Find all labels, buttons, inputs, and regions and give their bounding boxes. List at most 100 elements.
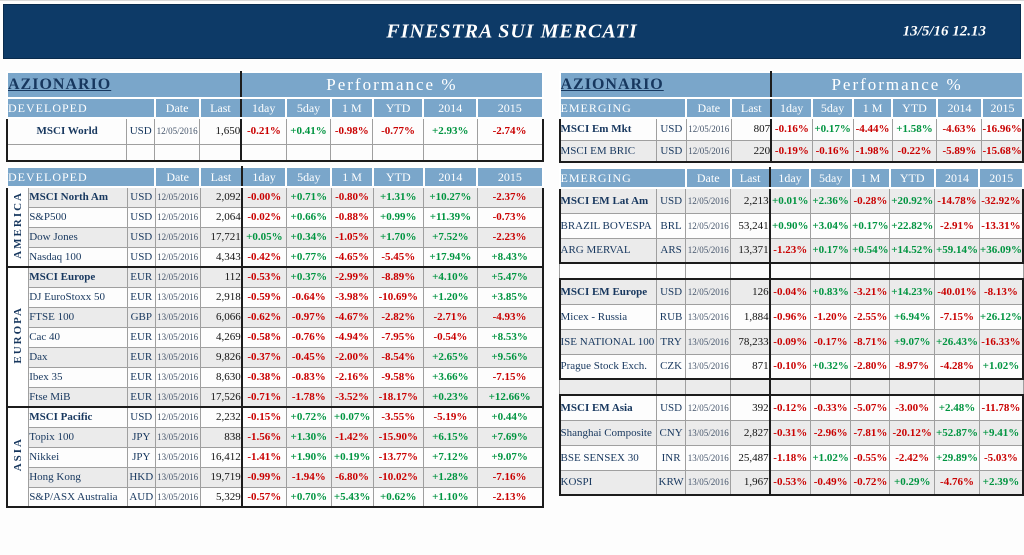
index-name: MSCI Em Mkt (559, 117, 657, 141)
perf-2014: +1.10% (423, 486, 478, 508)
spacer-cell (685, 378, 732, 396)
column-header-2014: 2014 (422, 97, 479, 119)
column-header-last: Last (730, 97, 773, 119)
column-header-1m: 1 M (329, 97, 374, 119)
perf-2015: +9.56% (476, 346, 544, 368)
perf-ytd: -9.58% (372, 366, 425, 388)
currency: RUB (655, 303, 687, 330)
spacer-cell (934, 378, 980, 396)
currency: USD (655, 394, 687, 421)
quote-date: 13/05/2016 (154, 286, 201, 308)
perf-1m: -6.80% (330, 466, 374, 488)
spacer-cell (768, 378, 811, 396)
last-value: 78,233 (730, 328, 771, 355)
last-value: 2,232 (199, 406, 243, 428)
table-row: ASIA MSCI Pacific USD 12/05/2016 2,232 -0.15%… (6, 406, 544, 508)
column-header-date: Date (684, 167, 732, 189)
perf-5day: +1.90% (285, 446, 332, 468)
quote-date: 12/05/2016 (154, 406, 201, 428)
perf-5day: -0.97% (285, 306, 332, 328)
quote-date: 13/05/2016 (154, 386, 201, 408)
perf-2015: -7.16% (476, 466, 544, 488)
currency: EUR (126, 346, 156, 368)
perf-5day: -0.33% (809, 394, 852, 421)
perf-ytd: +22.82% (889, 212, 936, 239)
spacer-cell (476, 143, 544, 162)
spacer-cell (240, 143, 287, 162)
column-header-date: Date (154, 166, 202, 188)
index-name: Nasdaq 100 (28, 246, 128, 268)
last-value: 2,213 (730, 187, 771, 214)
index-name: MSCI North Am (28, 186, 128, 208)
currency: USD (655, 117, 687, 141)
quote-date: 13/05/2016 (154, 486, 201, 508)
currency: USD (655, 187, 687, 214)
column-header-2014: 2014 (933, 167, 981, 189)
spacer-cell (154, 143, 201, 162)
perf-2014: +10.27% (423, 186, 478, 208)
perf-1m: -0.28% (850, 187, 891, 214)
perf-2015: -2.37% (476, 186, 544, 208)
column-header-2014: 2014 (935, 97, 983, 119)
index-name: MSCI World (6, 117, 128, 145)
perf-ytd: -8.97% (889, 353, 936, 380)
quote-date: 13/05/2016 (685, 328, 732, 355)
perf-1day: -0.58% (240, 326, 287, 348)
quote-date: 13/05/2016 (685, 303, 732, 330)
perf-5day: +1.30% (285, 426, 332, 448)
performance-header: Performance % (770, 71, 1024, 99)
perf-2015: -16.96% (981, 117, 1024, 141)
perf-5day: +0.32% (809, 353, 852, 380)
column-header-2015: 2015 (978, 167, 1024, 189)
group-header: EMERGING (558, 167, 687, 189)
perf-2015: +8.43% (476, 246, 544, 268)
spacer-cell (126, 143, 156, 162)
perf-1m: -4.67% (330, 306, 374, 328)
performance-header: Performance % (240, 71, 544, 99)
quote-date: 13/05/2016 (685, 419, 732, 446)
last-value: 2,827 (730, 419, 771, 446)
perf-5day: +0.17% (809, 237, 852, 264)
last-value: 17,526 (199, 386, 243, 408)
perf-5day: +0.66% (285, 206, 332, 228)
column-header-last: Last (198, 97, 243, 119)
index-name: MSCI EM BRIC (559, 139, 657, 163)
perf-2014: +1.20% (423, 286, 478, 308)
index-name: S&P500 (28, 206, 128, 228)
perf-2015: -8.13% (978, 278, 1024, 305)
table-row: MSCI EM Asia USD 12/05/2016 392 -0.12% -0.33%… (559, 394, 1024, 421)
table-row: Ftse MiB EUR 13/05/2016 17,526 -0.71% -1.78% -… (7, 386, 544, 408)
last-value: 5,329 (199, 486, 243, 508)
spacer-cell (559, 378, 657, 396)
last-value: 4,269 (199, 326, 243, 348)
group-header: EMERGING (558, 97, 688, 119)
perf-2015: -7.15% (476, 366, 544, 388)
perf-1m: +0.54% (850, 237, 891, 264)
perf-1m: -0.88% (330, 206, 374, 228)
perf-ytd: -8.89% (372, 266, 425, 288)
currency: USD (655, 139, 687, 163)
perf-5day: +1.02% (809, 444, 852, 471)
table-row: Dow Jones USD 12/05/2016 17,721 +0.05% +0.34%… (7, 226, 544, 248)
perf-5day: +0.71% (285, 186, 332, 208)
table-row: MSCI EM Europe USD 12/05/2016 126 -0.04% +0.8… (559, 278, 1024, 305)
perf-1m: -4.94% (330, 326, 374, 348)
perf-ytd: +9.07% (889, 328, 936, 355)
quote-date: 13/05/2016 (154, 346, 201, 368)
table-title: AZIONARIO (558, 71, 773, 99)
header-datetime: 13/5/16 12.13 (902, 23, 986, 39)
last-value: 9,826 (199, 346, 243, 368)
spacer-cell (559, 262, 657, 280)
column-header-1day: 1day (240, 97, 288, 119)
index-name: MSCI EM Lat Am (559, 187, 657, 214)
quote-date: 13/05/2016 (154, 366, 201, 388)
perf-1m: -3.52% (330, 386, 374, 408)
perf-ytd: +14.23% (889, 278, 936, 305)
perf-2015: -2.23% (476, 226, 544, 248)
perf-2015: -15.68% (981, 139, 1024, 163)
perf-2014: +2.93% (422, 117, 478, 145)
perf-1m: +0.19% (330, 446, 374, 468)
perf-1day: -0.02% (240, 206, 287, 228)
tables-area: AZIONARIO Performance % DEVELOPED Date Last 1… (0, 71, 1024, 508)
index-name: ISE NATIONAL 100 (559, 328, 657, 355)
